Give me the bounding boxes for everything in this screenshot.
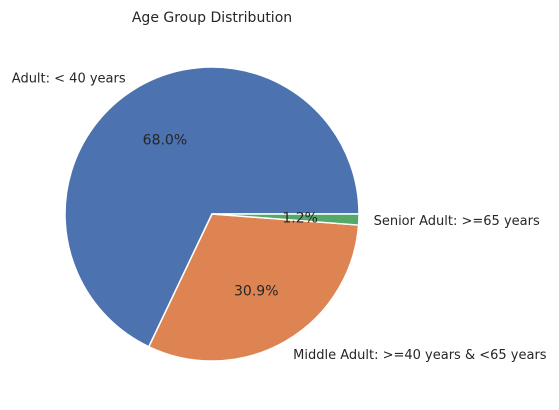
chart-title: Age Group Distribution	[132, 10, 292, 26]
pie-slice-0	[64, 66, 360, 348]
pie-percent-labels: 68.0% 30.9% 1.2%	[143, 132, 318, 299]
pie-percent-label-1: 30.9%	[234, 283, 278, 299]
pie-slice-1	[148, 213, 360, 362]
pie-slice-label-0: Adult: < 40 years	[12, 71, 126, 86]
pie-slices	[64, 66, 360, 362]
pie-slice-labels: Adult: < 40 years Middle Adult: >=40 year…	[12, 71, 547, 363]
pie-slice-2	[211, 213, 360, 226]
pie-slice-label-2: Senior Adult: >=65 years	[374, 214, 540, 229]
pie-percent-label-2: 1.2%	[282, 210, 318, 226]
pie-percent-label-0: 68.0%	[143, 132, 187, 148]
pie-slice-label-1: Middle Adult: >=40 years & <65 years	[293, 348, 547, 363]
